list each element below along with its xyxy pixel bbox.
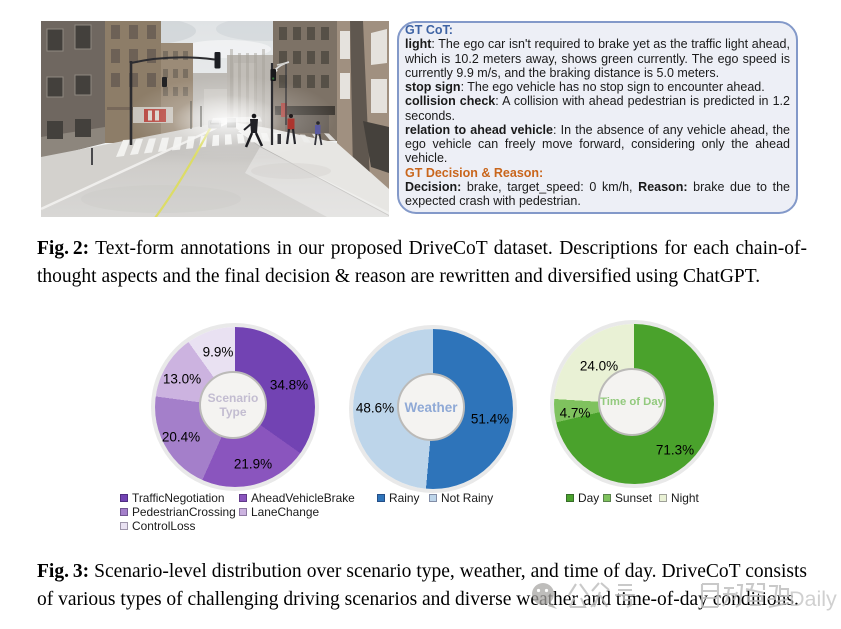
svg-text:Daily: Daily	[789, 587, 837, 611]
